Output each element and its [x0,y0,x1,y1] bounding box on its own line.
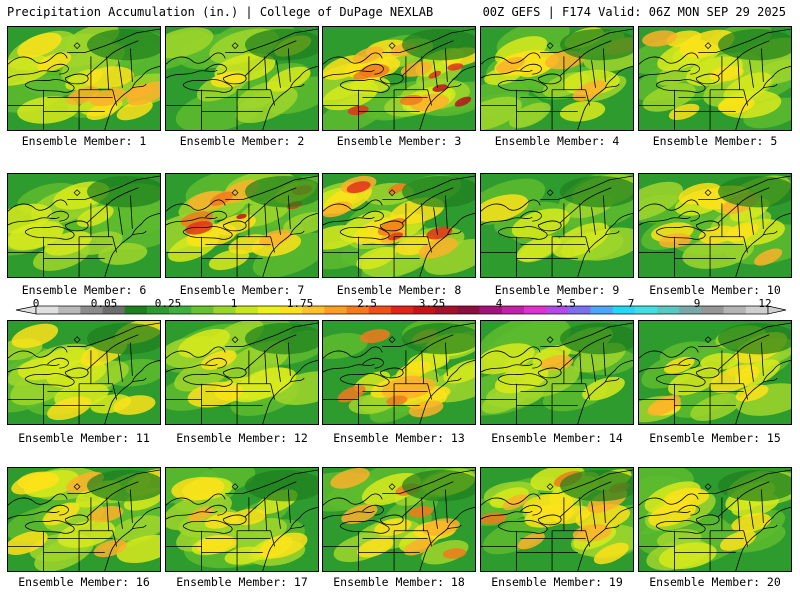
colorbar-segment [169,306,192,314]
member-label: Ensemble Member: 13 [333,431,465,445]
colorbar-segment [102,306,126,314]
colorbar-segment [546,306,569,314]
member-label: Ensemble Member: 7 [179,283,305,297]
colorbar-segment [324,306,347,314]
member-label: Ensemble Member: 8 [336,283,462,297]
colorbar-segment [657,306,680,314]
member-label: Ensemble Member: 4 [494,134,620,148]
colorbar-segment [413,306,436,314]
colorbar-segment [524,306,547,314]
colorbar-tick-label: 3.25 [418,297,446,310]
member-label: Ensemble Member: 12 [176,431,308,445]
member-label: Ensemble Member: 1 [21,134,147,148]
colorbar-segment [80,306,103,314]
member-map-19 [480,467,634,572]
member-map-10 [638,173,792,278]
colorbar-segment [568,306,591,314]
colorbar-segment [257,306,281,314]
colorbar-tick-label: 0.05 [90,297,118,310]
colorbar-tick-label: 4 [495,297,503,310]
colorbar-segment [346,306,370,314]
member-label: Ensemble Member: 18 [333,575,465,589]
member-label: Ensemble Member: 9 [494,283,620,297]
member-map-12 [165,320,319,425]
member-map-11 [7,320,161,425]
member-map-15 [638,320,792,425]
member-label: Ensemble Member: 14 [491,431,623,445]
colorbar-segment [612,306,636,314]
colorbar-segment [235,306,259,314]
colorbar-segment [590,306,614,314]
colorbar-segment [124,306,148,314]
colorbar-segment [745,306,769,314]
member-label: Ensemble Member: 11 [18,431,150,445]
member-map-4 [480,26,634,131]
colorbar-tick-label: 1.75 [286,297,314,310]
model-run-info: 00Z GEFS | F174 Valid: 06Z MON SEP 29 20… [482,5,786,19]
member-label: Ensemble Member: 3 [336,134,462,148]
member-label: Ensemble Member: 16 [18,575,150,589]
member-map-1 [7,26,161,131]
member-label: Ensemble Member: 19 [491,575,623,589]
member-map-2 [165,26,319,131]
colorbar-segment [58,306,81,314]
member-label: Ensemble Member: 2 [179,134,305,148]
member-map-8 [322,173,476,278]
member-map-18 [322,467,476,572]
member-label: Ensemble Member: 20 [649,575,781,589]
member-label: Ensemble Member: 10 [649,283,781,297]
colorbar-segment [479,306,503,314]
colorbar-tick-label: 7 [627,297,635,310]
colorbar-tick-label: 0 [32,297,40,310]
member-map-9 [480,173,634,278]
member-map-7 [165,173,319,278]
colorbar-tick-label: 0.25 [154,297,182,310]
member-label: Ensemble Member: 15 [649,431,781,445]
colorbar-tick-label: 1 [230,297,238,310]
colorbar-tick-label: 9 [693,297,701,310]
member-map-5 [638,26,792,131]
member-map-13 [322,320,476,425]
colorbar [15,305,787,315]
colorbar-tick-label: 5.5 [556,297,576,310]
member-label: Ensemble Member: 5 [652,134,778,148]
colorbar-tick-label: 12 [758,297,772,310]
colorbar-segment [191,306,214,314]
colorbar-segment [280,306,303,314]
colorbar-segment [435,306,458,314]
colorbar-segment [723,306,747,314]
colorbar-segment [146,306,170,314]
colorbar-segment [213,306,236,314]
colorbar-segment [36,306,59,314]
colorbar-segment [302,306,325,314]
colorbar-tick-label: 2.5 [357,297,377,310]
colorbar-segment [390,306,414,314]
member-map-6 [7,173,161,278]
member-label: Ensemble Member: 17 [176,575,308,589]
colorbar-right-arrow [767,305,787,315]
colorbar-segment [457,306,480,314]
member-map-14 [480,320,634,425]
member-map-20 [638,467,792,572]
colorbar-segment [501,306,525,314]
chart-title: Precipitation Accumulation (in.) | Colle… [7,5,434,19]
member-map-16 [7,467,161,572]
member-map-3 [322,26,476,131]
colorbar-segment [701,306,724,314]
colorbar-segment [679,306,702,314]
member-label: Ensemble Member: 6 [21,283,147,297]
colorbar-segment [634,306,658,314]
colorbar-segment [368,306,392,314]
member-map-17 [165,467,319,572]
